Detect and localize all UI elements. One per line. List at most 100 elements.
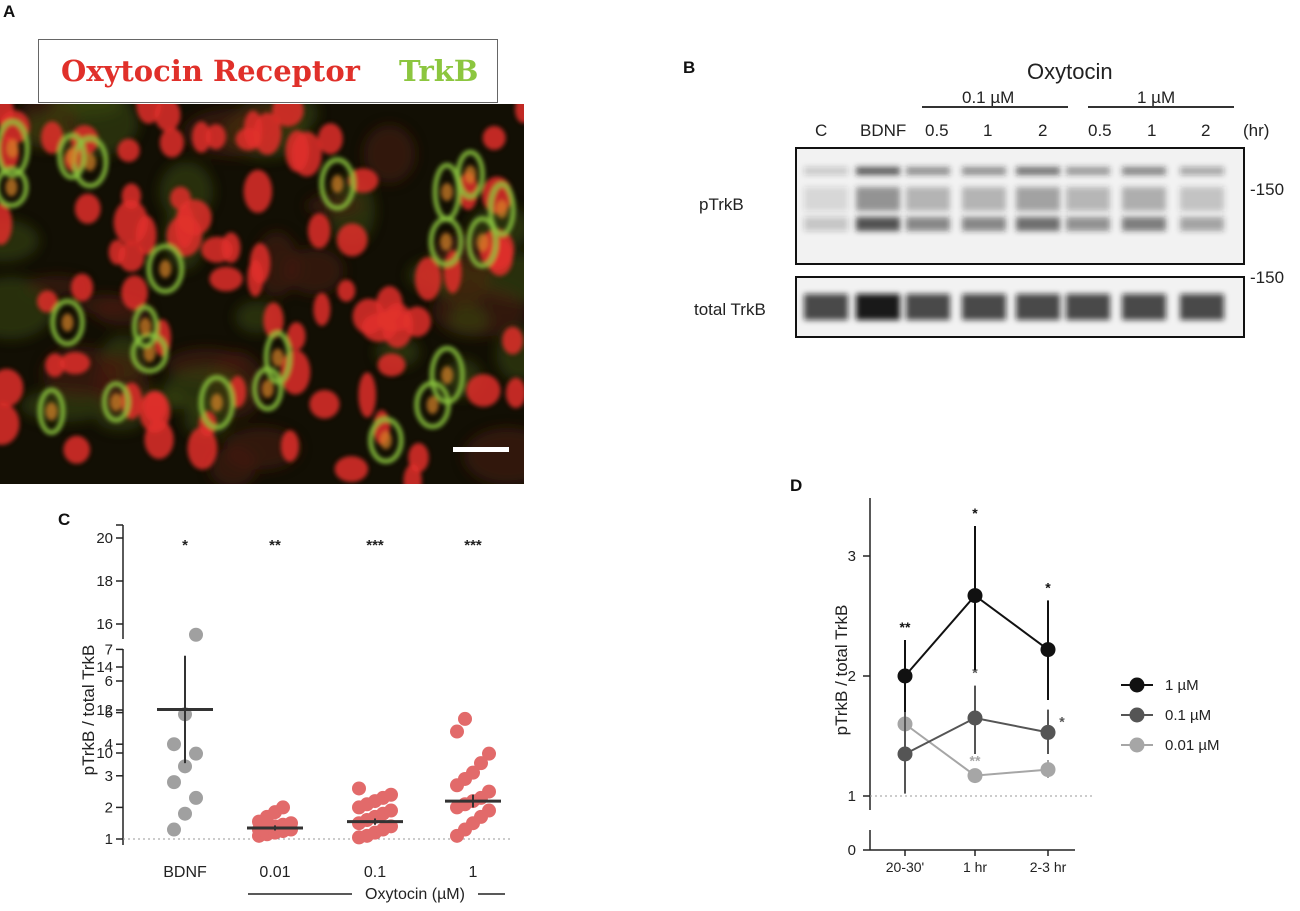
ptrkb-smear bbox=[804, 187, 848, 211]
receptor-cell bbox=[121, 275, 148, 311]
dose-high-bracket bbox=[1088, 106, 1234, 108]
data-point bbox=[474, 756, 488, 771]
legend-label: 1 µM bbox=[1165, 677, 1199, 694]
trkb-cell bbox=[466, 216, 499, 269]
receptor-cell bbox=[272, 104, 304, 127]
data-point bbox=[466, 765, 480, 780]
y-tick-label: 5 bbox=[105, 705, 113, 722]
receptor-cell bbox=[221, 232, 241, 264]
receptor-cell bbox=[139, 390, 171, 433]
ptrkb-band bbox=[1180, 217, 1224, 231]
y-axis-label: pTrkB / total TrkB bbox=[79, 645, 98, 776]
data-point bbox=[482, 803, 496, 818]
dose-low-label: 0.1 µM bbox=[962, 88, 1015, 107]
trkb-cell bbox=[0, 119, 30, 178]
trkb-cell bbox=[252, 366, 284, 412]
total-trkb-band bbox=[962, 294, 1006, 320]
receptor-cell bbox=[287, 322, 306, 351]
receptor-cell bbox=[381, 302, 414, 349]
data-point bbox=[1040, 762, 1056, 778]
y-tick-label: 2 bbox=[848, 668, 856, 685]
ptrkb-band bbox=[856, 217, 900, 231]
tissue-haze bbox=[77, 293, 133, 316]
colocalized-nucleus bbox=[210, 393, 223, 412]
receptor-cell bbox=[159, 127, 185, 158]
fluorescence-micrograph bbox=[0, 104, 524, 484]
significance-mark: ** bbox=[970, 753, 981, 769]
trkb-cell bbox=[37, 387, 66, 436]
colocalized-nucleus bbox=[476, 233, 489, 252]
x-category-label: BDNF bbox=[163, 864, 207, 881]
panel-d-letter: D bbox=[790, 476, 803, 495]
colocalized-nucleus bbox=[45, 402, 58, 421]
data-point bbox=[384, 787, 398, 802]
ptrkb-smear bbox=[962, 187, 1006, 211]
y-tick-label: 3 bbox=[105, 768, 113, 785]
legend-label: 0.01 µM bbox=[1165, 737, 1220, 754]
data-point bbox=[967, 768, 983, 784]
lane-label: C bbox=[815, 121, 828, 140]
receptor-cell bbox=[0, 402, 20, 445]
colocalized-nucleus bbox=[159, 259, 172, 278]
significance-mark: *** bbox=[366, 537, 384, 554]
y-tick-label: 18 bbox=[96, 573, 113, 590]
receptor-cell bbox=[60, 351, 91, 375]
receptor-cell bbox=[136, 104, 162, 124]
ptrkb-band bbox=[1016, 167, 1060, 175]
trkb-cell bbox=[146, 243, 185, 294]
receptor-cell bbox=[403, 464, 422, 484]
trkb-cell bbox=[487, 181, 516, 237]
legend-marker bbox=[1129, 707, 1145, 723]
receptor-cell bbox=[466, 374, 501, 407]
tissue-haze bbox=[285, 247, 344, 295]
ptrkb-band bbox=[962, 167, 1006, 175]
ptrkb-row-label: pTrkB bbox=[699, 195, 744, 214]
y-tick-label: 7 bbox=[105, 641, 113, 658]
receptor-cell bbox=[45, 353, 65, 377]
receptor-cell bbox=[263, 302, 284, 339]
panel-a-letter: A bbox=[3, 2, 16, 21]
colocalized-nucleus bbox=[261, 379, 274, 398]
total-trkb-band bbox=[1180, 294, 1224, 320]
data-point bbox=[1040, 642, 1056, 658]
y-tick-label: 12 bbox=[96, 702, 113, 719]
trkb-cell bbox=[432, 162, 462, 222]
receptor-cell bbox=[317, 123, 343, 155]
colocalized-nucleus bbox=[464, 165, 477, 184]
total-trkb-band bbox=[804, 294, 848, 320]
legend-marker bbox=[1129, 677, 1145, 693]
colocalized-nucleus bbox=[271, 348, 284, 367]
colocalized-nucleus bbox=[379, 431, 392, 450]
receptor-cell bbox=[502, 326, 524, 355]
ptrkb-blot bbox=[795, 147, 1245, 265]
trkb-cell bbox=[130, 332, 169, 374]
colocalized-nucleus bbox=[110, 392, 123, 411]
legend-marker bbox=[1129, 737, 1145, 753]
x-category-label: 1 hr bbox=[963, 859, 987, 875]
receptor-cell bbox=[280, 430, 300, 462]
ptrkb-band bbox=[804, 217, 848, 231]
colocalized-nucleus bbox=[84, 153, 97, 172]
receptor-cell bbox=[313, 292, 331, 326]
significance-mark: * bbox=[182, 537, 188, 554]
data-point bbox=[189, 627, 203, 642]
trkb-cell bbox=[57, 132, 87, 180]
dose-high-label: 1 µM bbox=[1137, 88, 1176, 107]
lane-label: 1 bbox=[1147, 121, 1157, 140]
data-point bbox=[384, 803, 398, 818]
x-category-label: 20-30' bbox=[886, 859, 924, 875]
y-tick-label: 10 bbox=[96, 745, 113, 762]
receptor-cell bbox=[117, 138, 140, 163]
significance-mark: * bbox=[1045, 579, 1051, 595]
total-trkb-band bbox=[1016, 294, 1060, 320]
ptrkb-band bbox=[906, 167, 950, 175]
ptrkb-smear bbox=[1066, 187, 1110, 211]
ptrkb-band bbox=[856, 167, 900, 175]
data-point bbox=[352, 781, 366, 796]
trkb-cell bbox=[414, 380, 451, 430]
data-point bbox=[482, 746, 496, 761]
ptrkb-band bbox=[1180, 167, 1224, 175]
significance-mark: *** bbox=[464, 537, 482, 554]
